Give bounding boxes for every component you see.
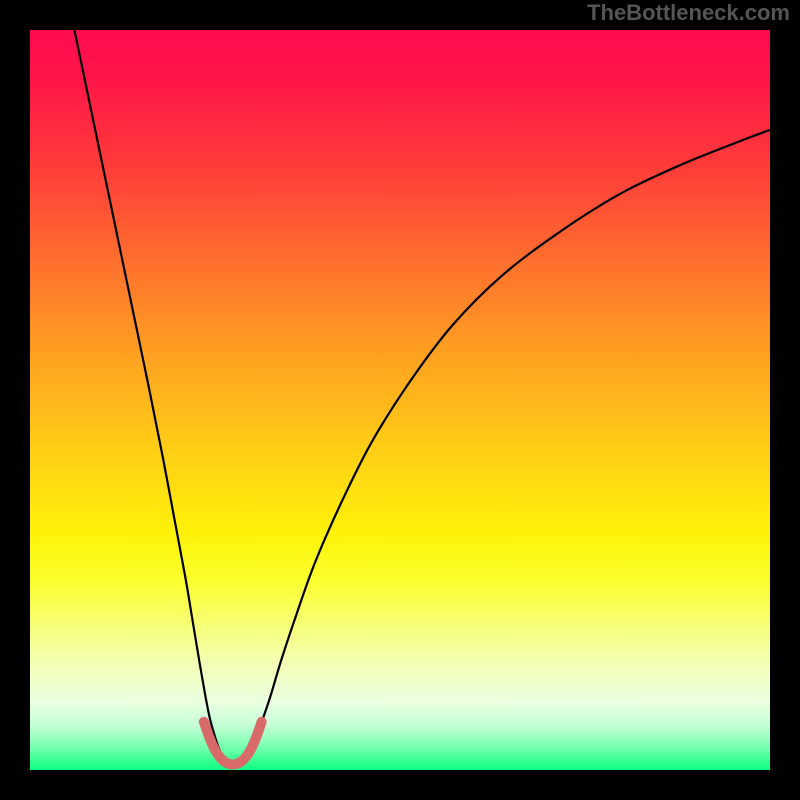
watermark-text: TheBottleneck.com [587, 0, 790, 26]
chart-svg [0, 0, 800, 800]
bottleneck-chart: TheBottleneck.com [0, 0, 800, 800]
